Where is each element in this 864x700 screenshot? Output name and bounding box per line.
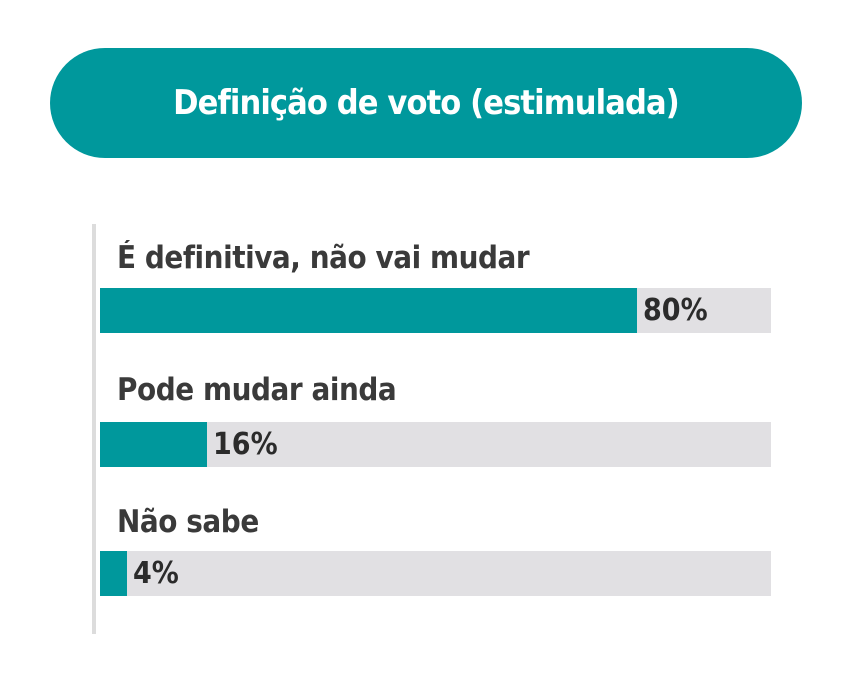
- bar-category-label: Não sabe: [117, 504, 259, 540]
- bar-fill: [100, 288, 637, 333]
- bar-track: 80%: [100, 288, 771, 333]
- bar-category-label: Pode mudar ainda: [117, 372, 397, 408]
- bar-track: 16%: [100, 422, 771, 467]
- chart-axis-line: [92, 224, 96, 634]
- bar-value-label: 4%: [133, 556, 179, 591]
- bar-fill: [100, 422, 207, 467]
- bar-fill: [100, 551, 127, 596]
- chart-title: Definição de voto (estimulada): [173, 83, 680, 123]
- bar-track: 4%: [100, 551, 771, 596]
- bar-category-label: É definitiva, não vai mudar: [117, 240, 530, 276]
- bar-value-label: 16%: [213, 427, 278, 462]
- chart-title-banner: Definição de voto (estimulada): [50, 48, 802, 158]
- bar-value-label: 80%: [643, 293, 708, 328]
